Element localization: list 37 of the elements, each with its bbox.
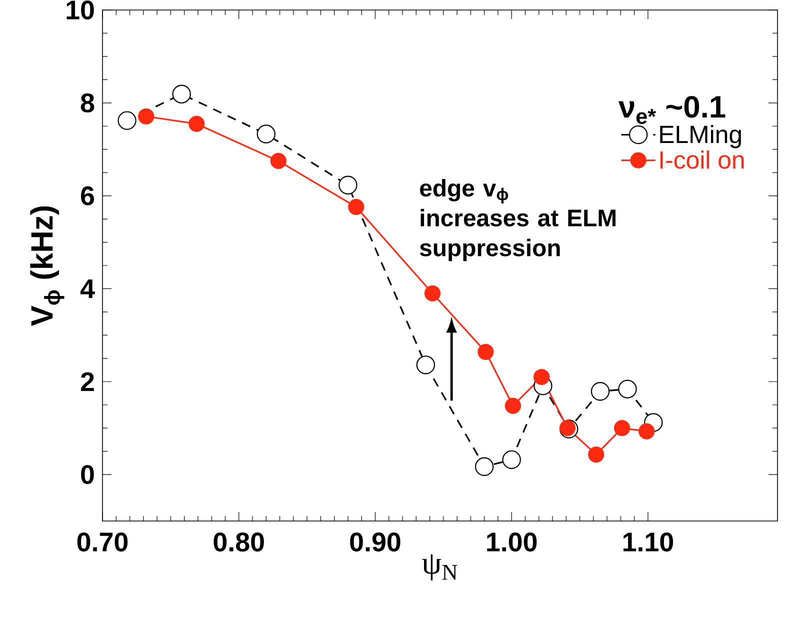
legend-label: I-coil on (660, 150, 744, 169)
point (618, 380, 637, 398)
annotation: edge v$_{ϕ}$ increases at ELM suppression (420, 179, 616, 262)
point (138, 108, 154, 124)
y-axis-title: V$_{ϕ}$ (kHz) (30, 206, 64, 326)
point (534, 368, 550, 386)
legend-title: ν$_{e*}$ ~0.1 (618, 96, 726, 124)
point (188, 116, 205, 132)
point (614, 420, 630, 436)
point (416, 356, 436, 374)
point (348, 198, 364, 216)
point (590, 382, 610, 401)
x-tick-label: 1.10 (623, 532, 674, 552)
y-tick-label: 2 (80, 372, 94, 392)
y-tick-label: 6 (81, 186, 94, 206)
legend-label: ELMing (660, 124, 741, 148)
y-tick-label: 8 (80, 93, 94, 112)
point (424, 285, 441, 302)
y-tick-label: 4 (80, 279, 95, 298)
point (474, 457, 494, 476)
point (504, 398, 522, 414)
x-tick-label: 0.90 (350, 532, 400, 552)
point (638, 423, 655, 440)
point (270, 152, 286, 170)
point (338, 176, 358, 194)
point (478, 344, 494, 360)
x-tick-label: 0.80 (214, 532, 264, 552)
point (256, 124, 276, 144)
x-axis-title: ψ$_{N}$ (422, 554, 458, 580)
x-tick-label: 0.70 (77, 532, 128, 552)
point (118, 111, 136, 130)
point (502, 450, 521, 470)
y-tick-label: 10 (66, 0, 94, 20)
point (588, 446, 604, 463)
point (172, 84, 191, 104)
y-tick-label: 0 (81, 465, 94, 484)
x-tick-label: 1.00 (487, 532, 537, 552)
